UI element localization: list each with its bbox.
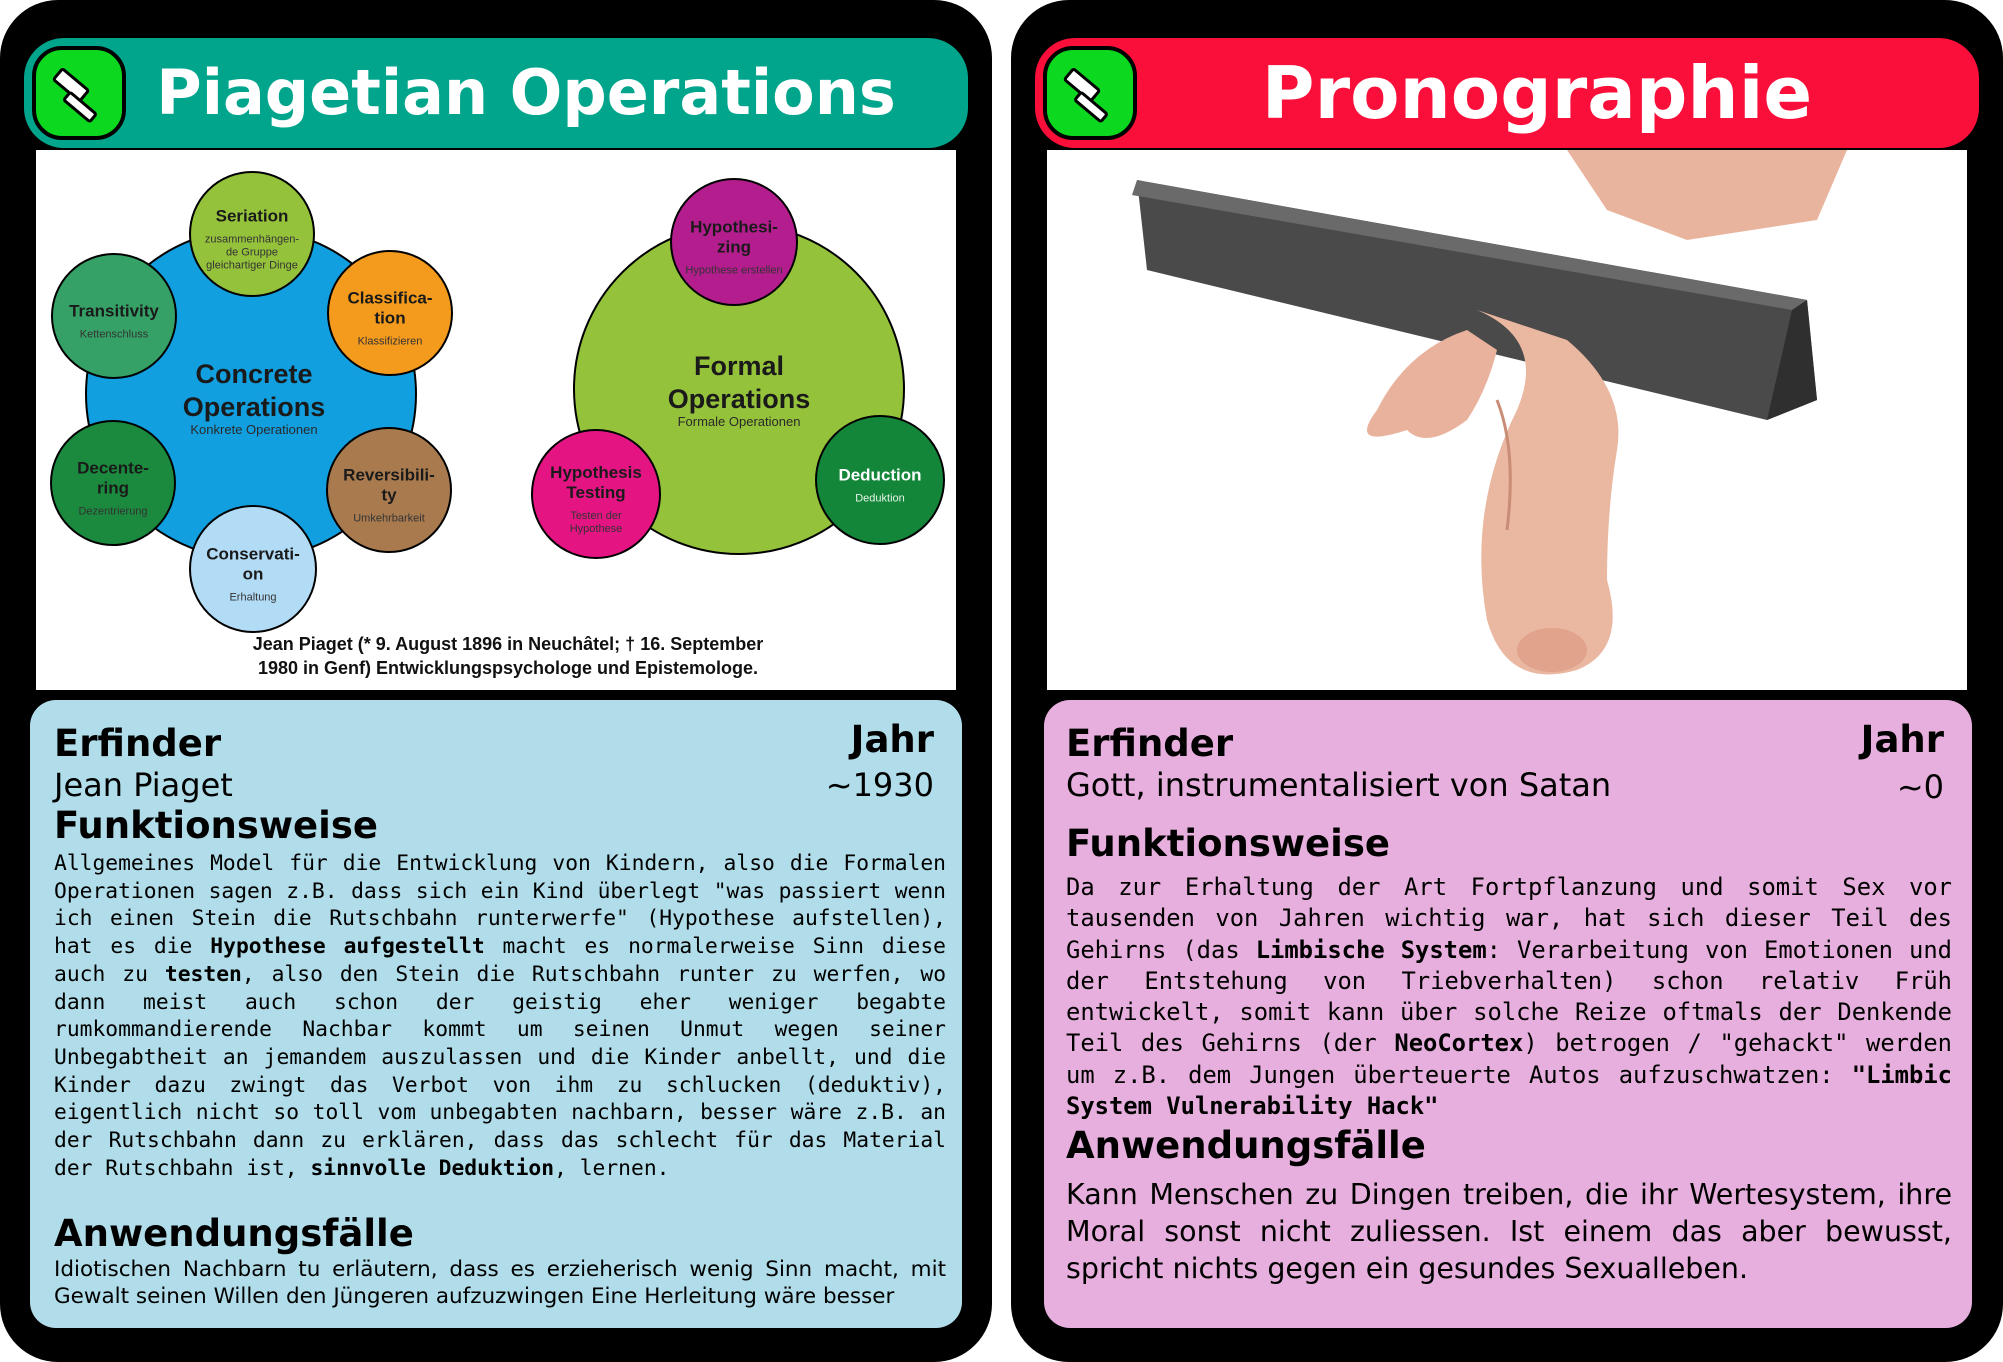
concrete-item-circle bbox=[189, 505, 317, 633]
hammer-icon bbox=[32, 46, 126, 140]
diagram-caption: 1980 in Genf) Entwicklungspsychologe und… bbox=[258, 658, 758, 678]
funktionsweise-text: Da zur Erhaltung der Art Fortpflanzung u… bbox=[1066, 872, 1952, 1122]
formal-item-sublabel: Hypothese bbox=[570, 523, 623, 535]
formal-item-sublabel: Hypothese erstellen bbox=[685, 265, 782, 277]
concrete-item-label: Classifica- bbox=[347, 289, 432, 308]
concrete-item-circle bbox=[189, 171, 315, 297]
piaget-diagram: Concrete Operations Konkrete Operationen Se… bbox=[36, 150, 956, 690]
emphasis-text: Hypothese aufgestellt bbox=[210, 934, 485, 960]
body-text: ) betrogen / "gehackt" werden um z.B. de… bbox=[1066, 1029, 1952, 1089]
concrete-item-circle bbox=[51, 253, 177, 379]
anwendungsfaelle-text: Kann Menschen zu Dingen treiben, die ihr… bbox=[1066, 1178, 1952, 1285]
card-title-banner: Pronographie bbox=[1035, 38, 1979, 148]
formal-item-label: Testing bbox=[566, 483, 625, 502]
formal-item-label: Hypothesi- bbox=[690, 218, 778, 237]
body-text: , also den Stein die Rutschbahn runter z… bbox=[54, 961, 947, 1181]
hand bbox=[1367, 330, 1497, 438]
anwendungsfaelle-text: Idiotischen Nachbarn tu erläutern, dass … bbox=[54, 1257, 946, 1309]
formal-subtitle: Formale Operationen bbox=[678, 414, 801, 429]
funktionsweise-label: Funktionsweise bbox=[1066, 822, 1390, 865]
concrete-item-label: Decente- bbox=[77, 459, 149, 478]
concrete-item-label: on bbox=[243, 565, 264, 584]
erfinder-value: Gott, instrumentalisiert von Satan bbox=[1066, 766, 1612, 804]
hammer-icon bbox=[1043, 46, 1137, 140]
formal-item-circle bbox=[670, 178, 798, 306]
body-text: : Verarbeitung von Emotionen und der Ent… bbox=[1066, 935, 1952, 1058]
card-pronographie: Pronographie Erfinder Gott, instrumental… bbox=[1011, 0, 2003, 1362]
info-panel: Erfinder Gott, instrumentalisiert von Sa… bbox=[1044, 700, 1972, 1328]
stocks-photo-illustration bbox=[1047, 150, 1967, 690]
emphasis-text: NeoCortex bbox=[1394, 1029, 1524, 1058]
concrete-item-label: ty bbox=[381, 486, 397, 505]
erfinder-value: Jean Piaget bbox=[54, 766, 233, 804]
stocks-beam bbox=[1137, 180, 1817, 420]
concrete-item-sublabel: Klassifizieren bbox=[358, 336, 423, 348]
body-text: Da zur Erhaltung der Art Fortpflanzung u… bbox=[1066, 873, 1952, 964]
concrete-title: Concrete bbox=[195, 359, 312, 389]
concrete-item-label: Transitivity bbox=[69, 302, 159, 321]
erfinder-label: Erfinder bbox=[54, 722, 222, 765]
concrete-item-circle bbox=[50, 420, 176, 546]
concrete-item-sublabel: Kettenschluss bbox=[80, 329, 149, 341]
concrete-item-label: ring bbox=[97, 479, 129, 498]
concrete-item-circle bbox=[327, 250, 453, 376]
anwendungsfaelle-label: Anwendungsfälle bbox=[1066, 1124, 1426, 1167]
emphasis-text: "Limbic System Vulnerability Hack" bbox=[1066, 1060, 1952, 1121]
funktionsweise-label: Funktionsweise bbox=[54, 804, 378, 847]
emphasis-text: testen bbox=[164, 961, 242, 987]
card-title-banner: Piagetian Operations bbox=[24, 38, 968, 148]
concrete-item-sublabel: Erhaltung bbox=[229, 592, 276, 604]
anwendungsfaelle-label: Anwendungsfälle bbox=[54, 1212, 414, 1255]
formal-item-circle bbox=[815, 415, 945, 545]
concrete-item-sublabel: Umkehrbarkeit bbox=[353, 513, 425, 525]
formal-item-label: zing bbox=[717, 238, 751, 257]
formal-item-circle bbox=[531, 429, 661, 559]
formal-title: Formal bbox=[694, 351, 784, 381]
concrete-item-sublabel: Dezentrierung bbox=[78, 506, 147, 518]
concrete-item-label: Reversibili- bbox=[343, 466, 435, 485]
concrete-title: Operations bbox=[183, 392, 326, 422]
concrete-item-sublabel: de Gruppe bbox=[226, 247, 278, 259]
erfinder-label: Erfinder bbox=[1066, 722, 1234, 765]
concrete-item-circle bbox=[326, 427, 452, 553]
card-photo bbox=[1047, 150, 1967, 690]
concrete-item-sublabel: gleichartiger Dinge bbox=[206, 260, 298, 272]
concrete-subtitle: Konkrete Operationen bbox=[190, 422, 317, 437]
emphasis-text: sinnvolle Deduktion bbox=[310, 1155, 555, 1181]
body-text: , lernen. bbox=[554, 1155, 670, 1181]
body-text: macht es normalerweise Sinn diese auch z… bbox=[54, 934, 946, 987]
foot bbox=[1477, 310, 1619, 675]
concrete-item-label: Seriation bbox=[216, 207, 289, 226]
funktionsweise-text: Allgemeines Model für die Entwicklung vo… bbox=[54, 850, 946, 1182]
diagram-caption: Jean Piaget (* 9. August 1896 in Neuchât… bbox=[253, 634, 764, 654]
formal-item-sublabel: Testen der bbox=[570, 510, 622, 522]
concrete-item-sublabel: zusammenhängen- bbox=[205, 234, 300, 246]
emphasis-text: Limbische System bbox=[1255, 935, 1487, 964]
jahr-label: Jahr bbox=[850, 718, 934, 761]
formal-item-label: Deduction bbox=[838, 466, 921, 485]
card-piagetian-operations: Piagetian Operations Concrete Operations K… bbox=[0, 0, 992, 1362]
concrete-item-label: tion bbox=[374, 309, 405, 328]
card-title: Pronographie bbox=[1261, 51, 1813, 135]
card-title: Piagetian Operations bbox=[156, 56, 896, 129]
body-text: Allgemeines Model für die Entwicklung vo… bbox=[54, 851, 946, 960]
concrete-item-label: Conservati- bbox=[206, 545, 300, 564]
formal-title: Operations bbox=[668, 384, 811, 414]
jahr-value: ~1930 bbox=[825, 766, 934, 804]
jahr-label: Jahr bbox=[1860, 718, 1944, 761]
jahr-value: ~0 bbox=[1896, 768, 1944, 806]
formal-item-sublabel: Deduktion bbox=[855, 493, 905, 505]
info-panel: Erfinder Jean Piaget Jahr ~1930 Funktion… bbox=[30, 700, 962, 1328]
formal-item-label: Hypothesis bbox=[550, 463, 642, 482]
